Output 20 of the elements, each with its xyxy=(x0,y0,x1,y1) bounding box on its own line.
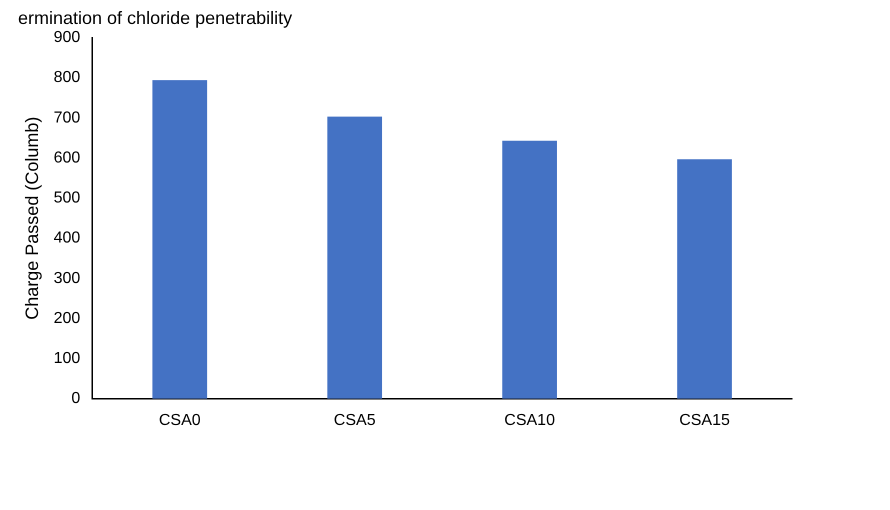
y-tick-label: 400 xyxy=(54,230,80,247)
y-tick-label: 200 xyxy=(54,310,80,327)
y-tick-label: 500 xyxy=(54,190,80,207)
y-tick-label: 700 xyxy=(54,109,80,126)
bar xyxy=(677,159,732,399)
y-tick-label: 800 xyxy=(54,69,80,86)
bar xyxy=(327,116,382,399)
x-tick-label: CSA15 xyxy=(679,412,730,429)
y-tick-label: 900 xyxy=(54,29,80,46)
y-tick-label: 300 xyxy=(54,270,80,287)
chart-title: ermination of chloride penetrability xyxy=(18,8,292,28)
bar xyxy=(152,80,208,399)
y-tick-label: 0 xyxy=(71,390,80,408)
y-tick-label: 600 xyxy=(54,149,80,166)
y-axis-title: Charge Passed (Columb) xyxy=(22,116,42,320)
x-tick-label: CSA0 xyxy=(158,412,201,429)
y-tick-label: 100 xyxy=(54,350,80,368)
bar xyxy=(502,140,557,399)
x-tick-label: CSA10 xyxy=(504,412,556,429)
x-tick-label: CSA5 xyxy=(334,412,376,429)
